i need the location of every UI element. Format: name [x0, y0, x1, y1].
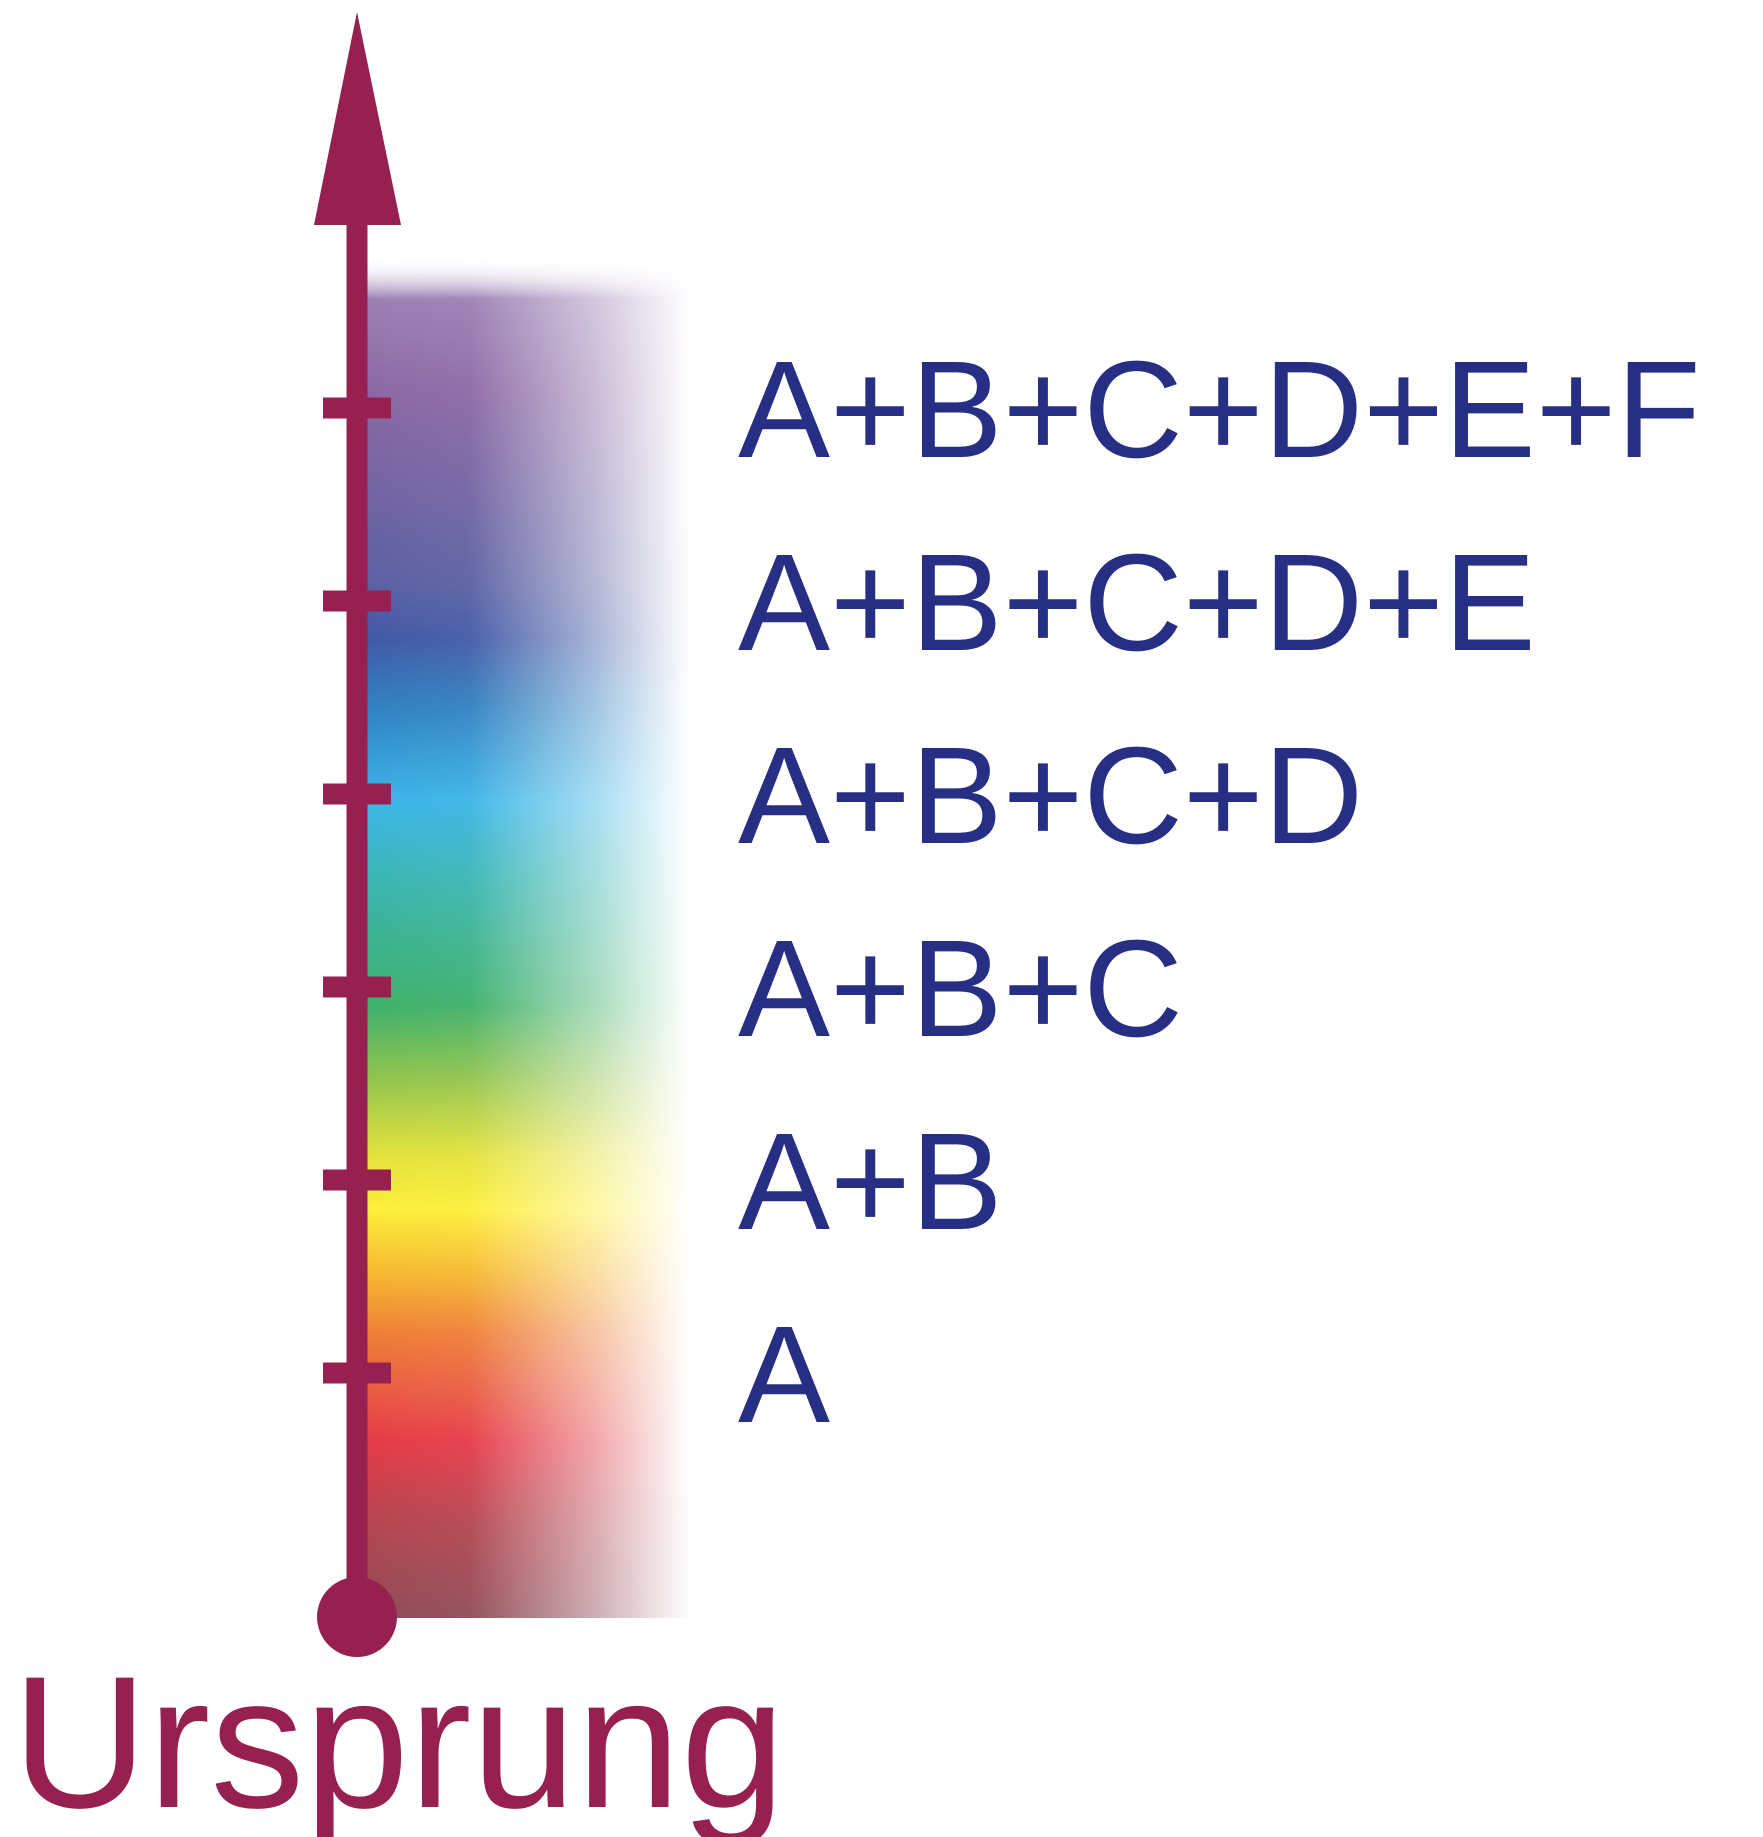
level-label: A+B+C+D+E+F	[738, 333, 1701, 487]
vertical-axis	[314, 12, 401, 1657]
origin-label: Ursprung	[12, 1637, 785, 1837]
level-label: A+B+C	[738, 912, 1183, 1066]
axis-arrowhead	[314, 12, 401, 225]
level-label: A+B	[738, 1105, 1003, 1259]
axis-ticks	[323, 397, 391, 1384]
level-labels: A A+B A+B+C A+B+C+D A+B+C+D+E A+B+C+D+E+F	[738, 333, 1701, 1452]
level-label: A	[738, 1298, 830, 1452]
level-label: A+B+C+D+E	[738, 526, 1536, 680]
level-label: A+B+C+D	[738, 719, 1363, 873]
origin-point	[317, 1577, 397, 1657]
spectrum-band	[350, 258, 690, 1618]
